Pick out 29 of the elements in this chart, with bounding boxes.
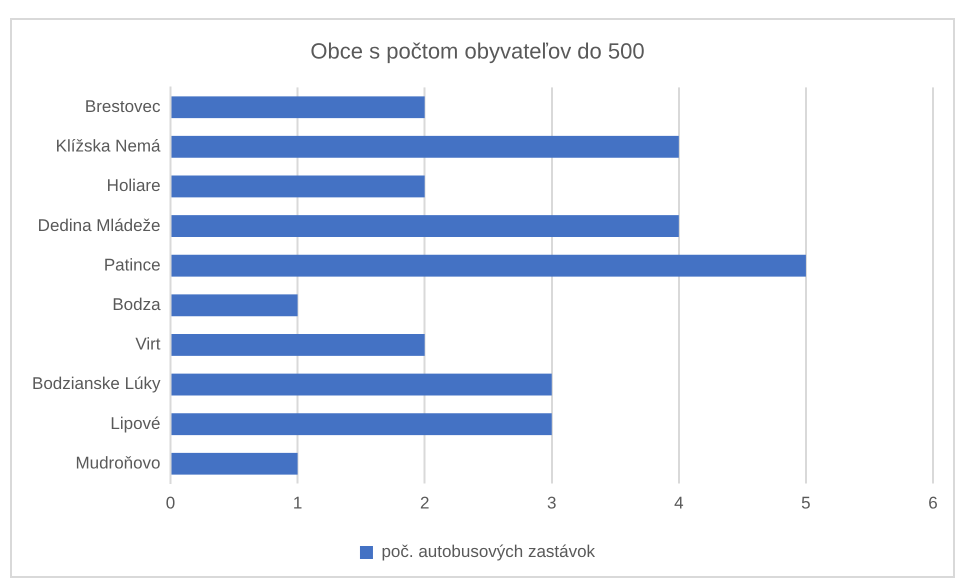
y-tick-label: Lipové bbox=[110, 414, 161, 433]
x-tick-label: 5 bbox=[801, 493, 811, 512]
legend-label: poč. autobusových zastávok bbox=[381, 542, 596, 562]
y-tick-label: Bodza bbox=[112, 294, 162, 314]
bar bbox=[172, 294, 298, 316]
x-tick-label: 2 bbox=[420, 493, 430, 512]
bar bbox=[172, 452, 298, 475]
y-tick-label: Patince bbox=[104, 255, 161, 274]
y-tick-label: Dedina Mládeže bbox=[38, 216, 161, 235]
bar bbox=[172, 374, 552, 396]
bar bbox=[172, 334, 425, 356]
x-tick-label: 0 bbox=[166, 493, 176, 512]
x-tick-label: 6 bbox=[928, 493, 938, 512]
chart-title: Obce s počtom obyvateľov do 500 bbox=[310, 38, 645, 64]
x-tick-label: 3 bbox=[547, 493, 556, 512]
x-tick-label: 1 bbox=[292, 493, 302, 512]
y-tick-label: Holiare bbox=[106, 176, 161, 196]
bar bbox=[172, 96, 425, 118]
bar bbox=[172, 413, 552, 436]
bar bbox=[172, 176, 425, 198]
y-tick-label: Bodzianske Lúky bbox=[32, 374, 162, 394]
bar bbox=[172, 136, 679, 158]
y-tick-label: Virt bbox=[135, 334, 161, 354]
y-tick-label: Mudroňovo bbox=[75, 453, 161, 472]
bar bbox=[172, 215, 679, 237]
y-tick-label: Klížska Nemá bbox=[56, 136, 162, 156]
y-tick-label: Brestovec bbox=[84, 96, 162, 116]
bar bbox=[172, 254, 806, 277]
x-tick-label: 4 bbox=[674, 493, 684, 512]
